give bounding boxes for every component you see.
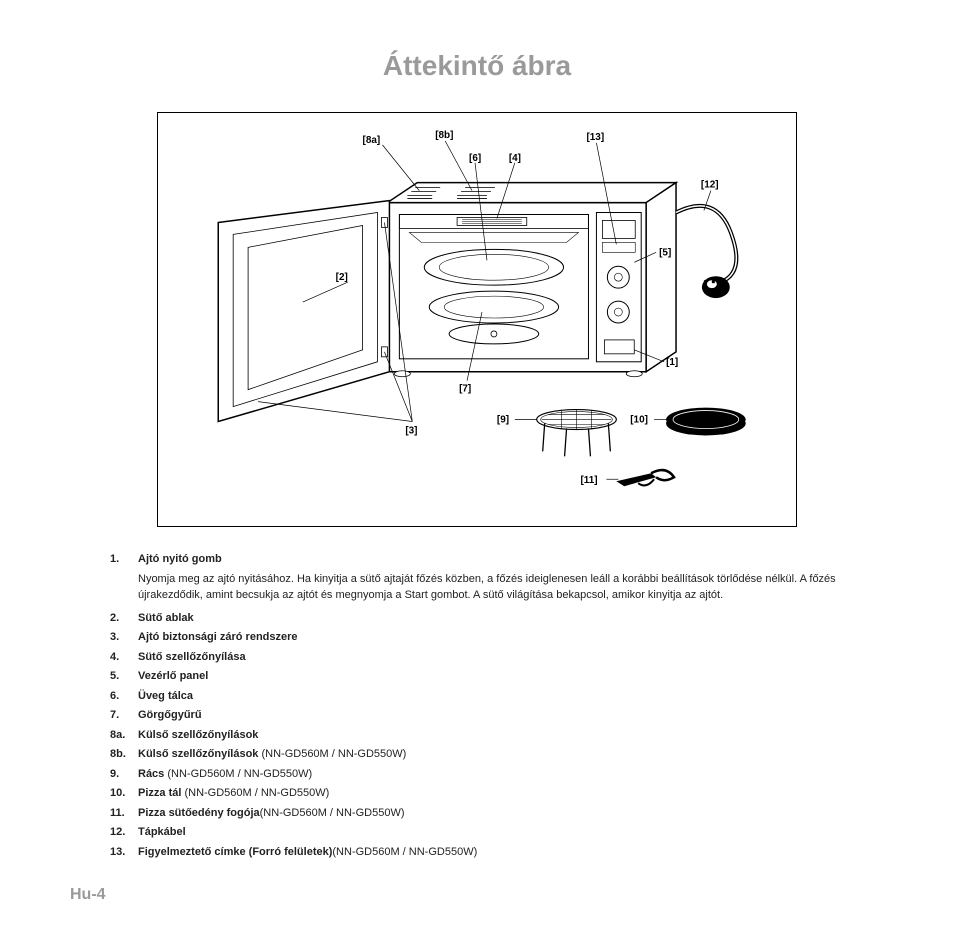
- callout-1: [1]: [666, 357, 678, 368]
- callout-2: [2]: [336, 272, 348, 283]
- legend-term: Sütő szellőzőnyílása: [138, 651, 246, 663]
- legend-num: 2.: [110, 610, 138, 627]
- page-number: Hu-4: [70, 886, 106, 904]
- legend-term: Üveg tálca: [138, 690, 193, 702]
- legend-item-7: 7. Görgőgyűrű: [110, 707, 864, 724]
- legend-item-9: 9. Rács (NN-GD560M / NN-GD550W): [110, 766, 864, 783]
- legend-item-3: 3. Ajtó biztonsági záró rendszere: [110, 629, 864, 646]
- legend-note: (NN-GD560M / NN-GD550W): [167, 768, 312, 780]
- legend-term: Pizza tál: [138, 787, 184, 799]
- legend-item-8a: 8a. Külső szellőzőnyílások: [110, 727, 864, 744]
- callout-10: [10]: [630, 415, 648, 426]
- legend-item-6: 6. Üveg tálca: [110, 688, 864, 705]
- legend-num: 7.: [110, 707, 138, 724]
- legend-note: (NN-GD560M / NN-GD550W): [261, 748, 406, 760]
- callout-7: [7]: [459, 384, 471, 395]
- legend-item-4: 4. Sütő szellőzőnyílása: [110, 649, 864, 666]
- legend-num: 5.: [110, 668, 138, 685]
- callout-3: [3]: [405, 425, 417, 436]
- legend-term: Külső szellőzőnyílások: [138, 748, 261, 760]
- manual-page: Áttekintő ábra: [0, 0, 954, 932]
- legend-note: (NN-GD560M / NN-GD550W): [184, 787, 329, 799]
- callout-8a: [8a]: [363, 135, 381, 146]
- legend-num: 12.: [110, 824, 138, 841]
- legend-num: 10.: [110, 785, 138, 802]
- callout-11: [11]: [580, 475, 597, 486]
- legend-term: Görgőgyűrű: [138, 709, 202, 721]
- overview-diagram: [8a] [8b] [6] [4] [13] [12] [5] [1] [2] …: [157, 112, 797, 527]
- microwave-diagram-svg: [8a] [8b] [6] [4] [13] [12] [5] [1] [2] …: [158, 113, 796, 526]
- callout-6: [6]: [469, 153, 481, 164]
- callout-9: [9]: [497, 415, 509, 426]
- legend-note: (NN-GD560M / NN-GD550W): [332, 846, 477, 858]
- legend-num: 8b.: [110, 746, 138, 763]
- callout-8b: [8b]: [435, 130, 453, 141]
- legend-num: 3.: [110, 629, 138, 646]
- legend-desc-1: Nyomja meg az ajtó nyitásához. Ha kinyit…: [138, 571, 864, 604]
- legend-item-10: 10. Pizza tál (NN-GD560M / NN-GD550W): [110, 785, 864, 802]
- legend-term: Tápkábel: [138, 826, 186, 838]
- legend-term: Ajtó biztonsági záró rendszere: [138, 631, 298, 643]
- legend-num: 8a.: [110, 727, 138, 744]
- legend-item-5: 5. Vezérlő panel: [110, 668, 864, 685]
- callout-12: [12]: [701, 180, 719, 191]
- legend-num: 4.: [110, 649, 138, 666]
- legend-num: 13.: [110, 844, 138, 861]
- legend-item-11: 11. Pizza sütőedény fogója(NN-GD560M / N…: [110, 805, 864, 822]
- legend-num: 1.: [110, 551, 138, 568]
- legend: 1. Ajtó nyitó gomb Nyomja meg az ajtó ny…: [70, 551, 884, 860]
- callout-4: [4]: [509, 153, 521, 164]
- legend-num: 11.: [110, 805, 138, 822]
- legend-term: Külső szellőzőnyílások: [138, 729, 258, 741]
- legend-note: (NN-GD560M / NN-GD550W): [260, 807, 405, 819]
- legend-num: 6.: [110, 688, 138, 705]
- legend-item-2: 2. Sütő ablak: [110, 610, 864, 627]
- callout-5: [5]: [659, 247, 671, 258]
- legend-term: Figyelmeztető címke (Forró felületek): [138, 846, 332, 858]
- legend-item-13: 13. Figyelmeztető címke (Forró felületek…: [110, 844, 864, 861]
- legend-item-1: 1. Ajtó nyitó gomb: [110, 551, 864, 568]
- legend-term: Ajtó nyitó gomb: [138, 553, 222, 565]
- legend-term: Vezérlő panel: [138, 670, 208, 682]
- legend-term: Pizza sütőedény fogója: [138, 807, 260, 819]
- legend-num: 9.: [110, 766, 138, 783]
- callout-13: [13]: [586, 132, 604, 143]
- legend-term: Sütő ablak: [138, 612, 194, 624]
- legend-item-12: 12. Tápkábel: [110, 824, 864, 841]
- page-title: Áttekintő ábra: [70, 50, 884, 82]
- legend-term: Rács: [138, 768, 167, 780]
- legend-item-8b: 8b. Külső szellőzőnyílások (NN-GD560M / …: [110, 746, 864, 763]
